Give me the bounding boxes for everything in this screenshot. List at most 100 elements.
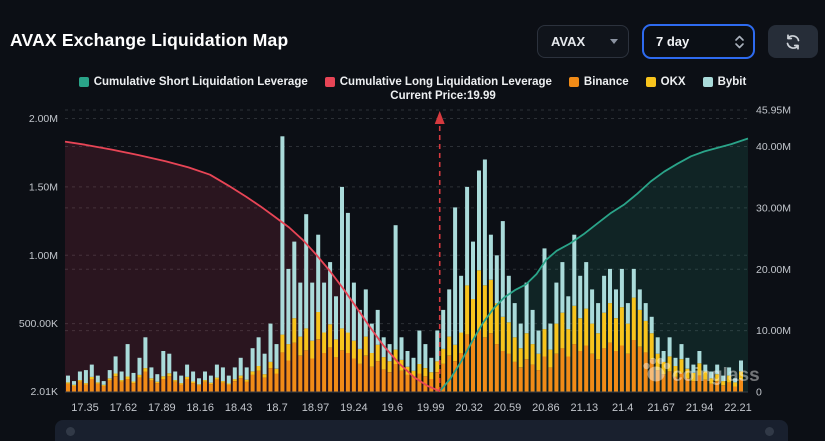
bar-segment-binance: [619, 345, 624, 392]
bar-segment-okx: [381, 357, 386, 370]
bar-segment-binance: [107, 380, 112, 392]
bar-segment-bybit: [280, 136, 285, 335]
bar-segment-binance: [417, 373, 422, 392]
bar-segment-binance: [655, 370, 660, 392]
bar-segment-okx: [238, 375, 243, 379]
bar-segment-okx: [471, 299, 475, 340]
timeframe-select[interactable]: 7 day: [642, 24, 755, 59]
bar-segment-okx: [423, 368, 428, 377]
right-axis-tick-label: 30.00M: [756, 202, 791, 214]
bar-segment-okx: [715, 374, 720, 381]
bar-segment-bybit: [506, 275, 511, 323]
bar-segment-bybit: [328, 262, 333, 325]
bar-segment-binance: [268, 368, 273, 392]
bar-segment-okx: [560, 312, 565, 349]
bar-segment-bybit: [351, 282, 356, 341]
bar-segment-binance: [214, 379, 219, 392]
bar-segment-bybit: [345, 212, 350, 333]
symbol-select[interactable]: AVAX: [537, 25, 629, 58]
refresh-button[interactable]: [768, 25, 818, 58]
x-axis-tick-label: 19.6: [382, 402, 403, 414]
bar-segment-binance: [292, 342, 297, 392]
bar-segment-bybit: [429, 357, 434, 373]
bar-segment-binance: [703, 379, 708, 392]
bar-segment-binance: [608, 342, 612, 392]
x-axis-tick-label: 18.43: [225, 402, 253, 414]
bar-segment-binance: [494, 344, 499, 392]
bar-segment-binance: [524, 359, 529, 392]
bar-segment-okx: [602, 312, 607, 349]
bar-segment-bybit: [572, 234, 577, 306]
axis-labels: 2.00M 1.50M 1.00M 500.00K 2.01K 45.95M 40.00M 3…: [19, 105, 791, 415]
bar-segment-okx: [709, 378, 714, 384]
bar-segment-binance: [649, 359, 654, 392]
bar-segment-okx: [697, 363, 702, 376]
bar-segment-bybit: [667, 337, 672, 357]
bar-segment-bybit: [578, 275, 583, 319]
legend-item[interactable]: Cumulative Short Liquidation Leverage: [78, 76, 308, 88]
bar-segment-bybit: [167, 353, 172, 374]
bar-segment-okx: [161, 376, 166, 379]
legend-item[interactable]: Bybit: [702, 76, 746, 88]
bar-segment-bybit: [107, 370, 112, 379]
bar-segment-bybit: [340, 186, 344, 329]
bar-segment-bybit: [715, 364, 720, 375]
bar-segment-binance: [536, 370, 541, 392]
bar-segment-okx: [447, 336, 452, 356]
bar-segment-binance: [66, 383, 70, 392]
bar-segment-bybit: [423, 344, 428, 368]
bar-segment-binance: [482, 337, 487, 392]
bar-segment-binance: [441, 364, 446, 392]
bar-segment-bybit: [304, 214, 309, 329]
bar-segment-bybit: [453, 207, 458, 345]
bar-segment-okx: [625, 323, 630, 354]
legend-item[interactable]: Binance: [568, 76, 629, 88]
bar-segment-bybit: [191, 371, 196, 382]
bar-segment-binance: [173, 381, 178, 392]
bar-segment-okx: [429, 372, 434, 379]
bar-segment-binance: [328, 347, 333, 392]
bar-segment-bybit: [214, 364, 219, 378]
bar-segment-okx: [477, 270, 481, 331]
legend-item[interactable]: Cumulative Long Liquidation Leverage: [324, 76, 552, 88]
x-axis-tick-label: 20.32: [455, 402, 483, 414]
bar-segment-okx: [524, 333, 529, 360]
bar-segment-bybit: [89, 364, 94, 377]
bar-segment-binance: [369, 366, 374, 392]
exchange-bars-layer: [66, 136, 743, 392]
legend-swatch: [78, 77, 89, 87]
datazoom-slider[interactable]: [55, 420, 788, 441]
bar-segment-okx: [83, 383, 88, 385]
bar-segment-okx: [113, 373, 118, 377]
bar-segment-bybit: [226, 375, 231, 384]
bar-segment-bybit: [441, 309, 446, 349]
bar-segment-okx: [637, 309, 642, 347]
bar-segment-okx: [572, 305, 577, 345]
bar-segment-okx: [77, 380, 82, 382]
right-axis-tick-label: 10.00M: [756, 325, 791, 337]
datazoom-left-handle[interactable]: [66, 427, 75, 436]
bar-segment-bybit: [161, 351, 166, 377]
bar-segment-binance: [95, 383, 100, 392]
bar-segment-bybit: [655, 337, 660, 354]
bar-segment-okx: [482, 285, 487, 338]
bar-segment-binance: [232, 381, 237, 392]
bar-segment-binance: [596, 359, 601, 392]
bar-segment-bybit: [185, 364, 190, 377]
bar-segment-bybit: [411, 357, 416, 371]
legend-item[interactable]: OKX: [645, 76, 686, 88]
bar-segment-binance: [477, 330, 481, 392]
bar-segment-binance: [453, 361, 458, 392]
bar-segment-bybit: [101, 381, 106, 385]
right-axis-tick-label: 40.00M: [756, 141, 791, 153]
bar-segment-bybit: [560, 262, 565, 313]
bar-segment-binance: [488, 333, 493, 392]
bar-segment-bybit: [602, 275, 607, 313]
bar-segment-bybit: [334, 296, 338, 340]
datazoom-right-handle[interactable]: [765, 427, 774, 436]
bar-segment-okx: [566, 329, 571, 357]
bar-segment-okx: [369, 353, 374, 367]
bar-segment-binance: [637, 346, 642, 392]
bar-segment-binance: [89, 379, 94, 392]
bar-segment-okx: [375, 344, 380, 362]
